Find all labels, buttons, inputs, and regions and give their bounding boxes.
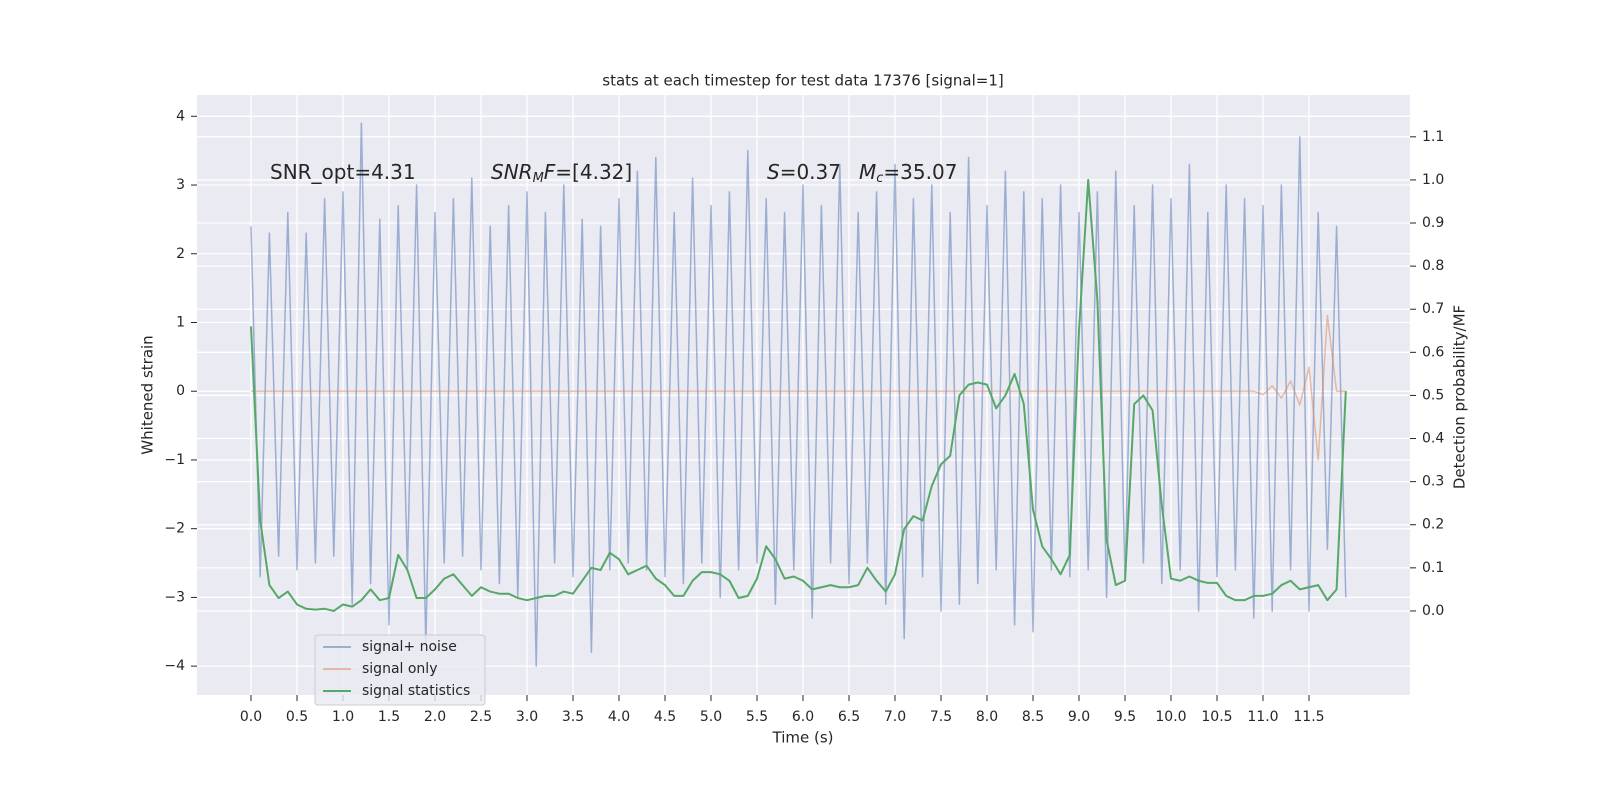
y2-tick-label: 0.6 xyxy=(1422,344,1444,360)
marks xyxy=(250,122,1347,667)
annotation-part: F xyxy=(544,160,556,184)
y-tick-label: 2 xyxy=(176,246,185,262)
y2-tick-label: 0.4 xyxy=(1422,431,1444,447)
x-tick-label: 0.5 xyxy=(286,709,308,725)
x-tick-label: 10.5 xyxy=(1201,709,1232,725)
x-tick-label: 1.5 xyxy=(378,709,400,725)
x-tick-label: 4.5 xyxy=(654,709,676,725)
series-line xyxy=(250,178,1347,612)
series-line xyxy=(251,314,1346,461)
y-tick-label: −1 xyxy=(164,452,185,468)
annotation-part: SNR xyxy=(491,160,533,184)
y2-tick-label: 1.1 xyxy=(1422,129,1444,145)
x-tick-label: 2.5 xyxy=(470,709,492,725)
x-tick-label: 6.5 xyxy=(838,709,860,725)
x-tick-label: 11.5 xyxy=(1293,709,1324,725)
x-tick-label: 10.0 xyxy=(1155,709,1186,725)
y-tick-label: 0 xyxy=(176,383,185,399)
legend-label: signal only xyxy=(362,661,437,677)
x-tick-label: 7.0 xyxy=(884,709,906,725)
x-tick-label: 8.0 xyxy=(976,709,998,725)
y2-tick-label: 0.0 xyxy=(1422,603,1444,619)
y2-tick-label: 0.9 xyxy=(1422,215,1444,231)
chart-title: stats at each timestep for test data 173… xyxy=(602,72,1003,90)
y-tick-label: 3 xyxy=(176,177,185,193)
x-tick-label: 3.0 xyxy=(516,709,538,725)
grid xyxy=(197,95,1410,695)
y2-tick-label: 0.3 xyxy=(1422,474,1444,490)
legend-box xyxy=(314,634,486,706)
x-tick-label: 5.5 xyxy=(746,709,768,725)
y2-tick-label: 0.5 xyxy=(1422,387,1444,403)
annotation-part: c xyxy=(876,171,883,186)
annotation-part: =0.37 xyxy=(780,160,841,184)
x-tick-label: 7.5 xyxy=(930,709,952,725)
x-tick-label: 4.0 xyxy=(608,709,630,725)
y2-tick-label: 0.7 xyxy=(1422,301,1444,317)
y-tick-label: −4 xyxy=(164,658,185,674)
y2-tick-label: 0.8 xyxy=(1422,258,1444,274)
annotation: S=0.37 xyxy=(767,160,841,184)
annotation-part: =[4.32] xyxy=(555,160,632,184)
x-tick-label: 3.5 xyxy=(562,709,584,725)
legend: signal+ noise signal only signal statistic… xyxy=(314,634,486,706)
y2-tick-label: 0.2 xyxy=(1422,517,1444,533)
annotation-part: =35.07 xyxy=(883,160,957,184)
y-tick-label: −3 xyxy=(164,589,185,605)
x-tick-label: 8.5 xyxy=(1022,709,1044,725)
legend-label: signal statistics xyxy=(362,683,470,699)
y2-tick-label: 1.0 xyxy=(1422,172,1444,188)
y2-axis-label: Detection probability/MF xyxy=(1451,305,1469,489)
annotation-part: SNR_opt=4.31 xyxy=(270,160,416,184)
y-tick-label: 4 xyxy=(176,108,185,124)
y-axis-label: Whitened strain xyxy=(139,335,157,454)
x-tick-label: 1.0 xyxy=(332,709,354,725)
x-tick-label: 5.0 xyxy=(700,709,722,725)
x-tick-label: 11.0 xyxy=(1247,709,1278,725)
x-tick-label: 6.0 xyxy=(792,709,814,725)
x-tick-label: 9.0 xyxy=(1068,709,1090,725)
annotation: SNRMF=[4.32] xyxy=(491,160,632,186)
x-tick-label: 9.5 xyxy=(1114,709,1136,725)
x-tick-label: 0.0 xyxy=(240,709,262,725)
y2-tick-label: 0.1 xyxy=(1422,560,1444,576)
x-axis-label: Time (s) xyxy=(772,729,834,747)
annotations: SNR_opt=4.31 SNRMF=[4.32] S=0.37 Mc=35.07 xyxy=(270,160,957,186)
annotation-part: M xyxy=(533,171,544,186)
annotation: SNR_opt=4.31 xyxy=(270,160,416,184)
ticks: 0.0 0.5 1.0 1.5 2.0 2.5 3.0 3.5 4.0 4.5 5.0 5.5 6.0 6… xyxy=(164,108,1444,725)
legend-label: signal+ noise xyxy=(362,639,457,655)
annotation: Mc=35.07 xyxy=(859,160,957,186)
y-tick-label: −2 xyxy=(164,521,185,537)
y-tick-label: 1 xyxy=(176,314,185,330)
annotation-part: M xyxy=(859,160,876,184)
annotation-part: S xyxy=(767,160,780,184)
x-tick-label: 2.0 xyxy=(424,709,446,725)
